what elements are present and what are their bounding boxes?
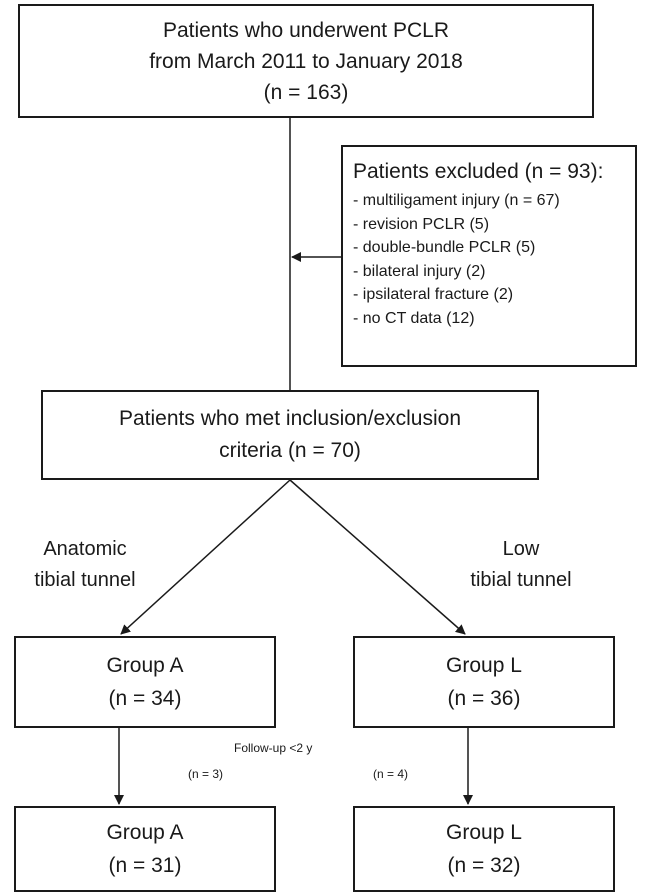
group-a-initial-box: Group A (n = 34) <box>14 636 276 728</box>
group-a-final-box: Group A (n = 31) <box>14 806 276 892</box>
branch-right-line-2: tibial tunnel <box>470 569 572 591</box>
excluded-title: Patients excluded (n = 93): <box>353 160 604 183</box>
branch-left-line-2: tibial tunnel <box>34 569 136 591</box>
excluded-patients-box: Patients excluded (n = 93): - multiligam… <box>341 145 637 367</box>
group-a-final-count: (n = 31) <box>108 854 182 877</box>
group-l-initial-count: (n = 36) <box>447 687 521 710</box>
excluded-item: - revision PCLR (5) <box>353 215 490 233</box>
group-l-final-box: Group L (n = 32) <box>353 806 615 892</box>
group-l-initial-box: Group L (n = 36) <box>353 636 615 728</box>
group-a-initial-name: Group A <box>106 654 184 677</box>
group-l-initial-name: Group L <box>446 654 522 677</box>
included-patients-box: Patients who met inclusion/exclusion cri… <box>41 390 539 480</box>
included-line-1: Patients who met inclusion/exclusion <box>118 407 461 430</box>
excluded-item: - no CT data (12) <box>353 309 475 327</box>
left-branch-arrow <box>120 479 291 635</box>
branch-left-line-1: Anatomic <box>43 538 127 560</box>
anatomic-branch-label: Anatomic tibial tunnel <box>0 534 170 596</box>
follow-up-label: Follow-up <2 y <box>234 741 313 755</box>
low-branch-label: Low tibial tunnel <box>436 534 606 596</box>
right-branch-arrow <box>289 479 466 635</box>
group-l-final-count: (n = 32) <box>447 854 521 877</box>
follow-up-lost-a: (n = 3) <box>188 767 224 781</box>
excluded-item: - bilateral injury (2) <box>353 262 486 280</box>
group-a-final-name: Group A <box>106 821 184 844</box>
enrolled-count: (n = 163) <box>263 80 349 104</box>
branch-right-line-1: Low <box>502 538 540 560</box>
group-l-final-name: Group L <box>446 821 522 844</box>
enrolled-line-2: from March 2011 to January 2018 <box>149 49 463 73</box>
included-line-2: criteria (n = 70) <box>219 439 361 462</box>
excluded-item: - ipsilateral fracture (2) <box>353 286 514 303</box>
excluded-item: - multiligament injury (n = 67) <box>353 192 560 209</box>
enrolled-patients-box: Patients who underwent PCLR from March 2… <box>18 4 594 118</box>
excluded-item: - double-bundle PCLR (5) <box>353 239 536 256</box>
group-a-initial-count: (n = 34) <box>108 687 182 710</box>
follow-up-lost-l: (n = 4) <box>373 767 409 781</box>
enrolled-line-1: Patients who underwent PCLR <box>163 18 449 42</box>
